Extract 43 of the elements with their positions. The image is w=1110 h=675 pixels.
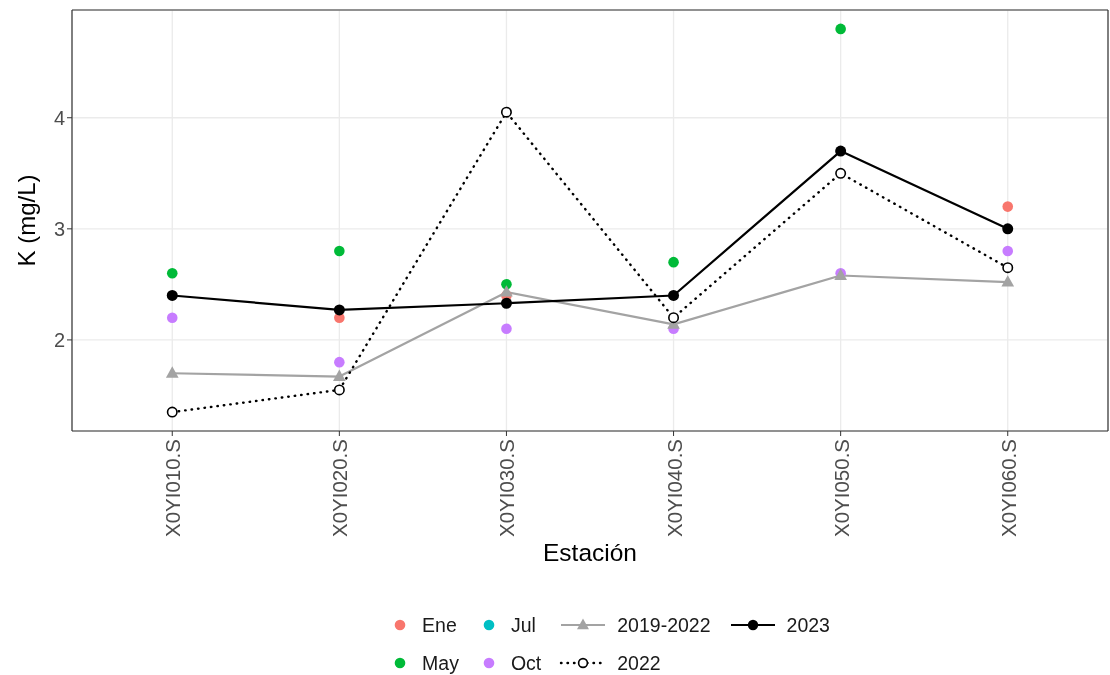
point — [333, 384, 345, 396]
point — [501, 323, 512, 335]
point — [500, 106, 512, 118]
point — [1002, 245, 1014, 257]
point — [166, 406, 178, 418]
x-tick-label: X0YI010.S — [160, 439, 184, 538]
point — [1002, 223, 1014, 235]
x-tick-label: X0YI060.S — [996, 439, 1020, 538]
point — [668, 312, 680, 324]
legend-label: Ene — [422, 613, 457, 637]
y-tick-label: 4 — [53, 106, 65, 129]
legend-label: 2019-2022 — [617, 613, 711, 637]
point — [334, 356, 345, 368]
point — [1002, 201, 1014, 212]
point — [835, 145, 847, 157]
point — [166, 312, 178, 323]
legend-label: Jul — [510, 613, 536, 637]
point — [333, 304, 345, 316]
point — [668, 289, 680, 301]
point — [500, 285, 513, 297]
y-tick-label: 2 — [53, 329, 65, 352]
x-tick-label: X0YI030.S — [494, 439, 518, 538]
point — [333, 369, 346, 381]
legend-label: Oct — [510, 651, 542, 675]
x-tick-label: X0YI050.S — [829, 439, 853, 538]
x-tick-label: X0YI040.S — [662, 439, 686, 538]
point — [835, 167, 847, 179]
legend-label: 2022 — [617, 651, 661, 675]
y-tick-label: 3 — [53, 217, 65, 240]
point — [668, 256, 679, 268]
point — [1001, 275, 1015, 287]
point — [334, 245, 345, 257]
legend-label: May — [422, 651, 459, 675]
point — [166, 289, 178, 301]
point — [166, 267, 178, 279]
x-axis-title: Estación — [543, 538, 637, 566]
y-axis-title: K (mg/L) — [12, 174, 40, 267]
x-tick-label: X0YI020.S — [327, 439, 351, 538]
point — [500, 297, 512, 309]
point — [1002, 262, 1014, 274]
point — [165, 366, 179, 378]
legend-label: 2023 — [786, 613, 830, 637]
point — [835, 23, 846, 35]
